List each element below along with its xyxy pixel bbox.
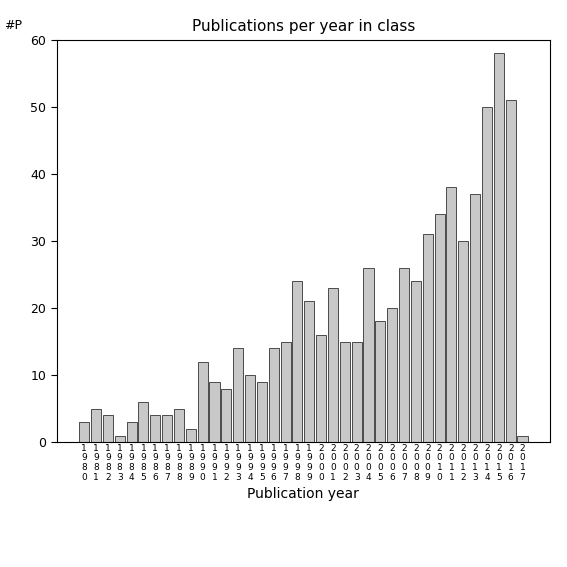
- Bar: [126, 422, 137, 442]
- Bar: [245, 375, 255, 442]
- Bar: [446, 187, 456, 442]
- Bar: [221, 388, 231, 442]
- Bar: [423, 234, 433, 442]
- Bar: [150, 416, 160, 442]
- Bar: [363, 268, 374, 442]
- Bar: [257, 382, 267, 442]
- Bar: [458, 241, 468, 442]
- Title: Publications per year in class: Publications per year in class: [192, 19, 415, 35]
- Bar: [399, 268, 409, 442]
- Bar: [304, 302, 314, 442]
- Bar: [518, 435, 527, 442]
- Bar: [293, 281, 302, 442]
- Bar: [103, 416, 113, 442]
- Bar: [174, 409, 184, 442]
- Bar: [281, 341, 291, 442]
- Bar: [494, 53, 504, 442]
- Bar: [470, 194, 480, 442]
- Bar: [162, 416, 172, 442]
- Bar: [482, 107, 492, 442]
- Bar: [411, 281, 421, 442]
- Bar: [138, 402, 149, 442]
- Bar: [233, 348, 243, 442]
- Bar: [387, 308, 397, 442]
- Bar: [506, 100, 516, 442]
- Bar: [434, 214, 445, 442]
- X-axis label: Publication year: Publication year: [247, 487, 359, 501]
- Bar: [186, 429, 196, 442]
- Bar: [91, 409, 101, 442]
- Bar: [316, 335, 326, 442]
- Bar: [352, 341, 362, 442]
- Bar: [198, 362, 208, 442]
- Bar: [340, 341, 350, 442]
- Bar: [115, 435, 125, 442]
- Bar: [269, 348, 279, 442]
- Bar: [79, 422, 89, 442]
- Text: #P: #P: [4, 19, 22, 32]
- Bar: [375, 321, 386, 442]
- Bar: [209, 382, 219, 442]
- Bar: [328, 288, 338, 442]
